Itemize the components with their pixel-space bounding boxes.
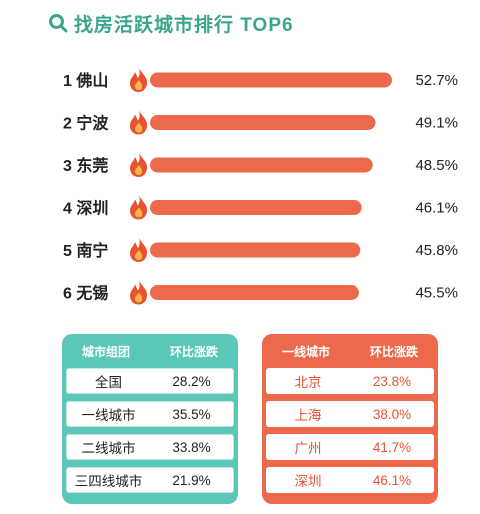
flame-icon	[130, 110, 148, 135]
header-city-group: 城市组团	[81, 344, 130, 359]
flame-icon	[130, 195, 148, 220]
table-cell-city: 一线城市	[81, 408, 136, 423]
table-row: 广州 41.7%	[266, 434, 434, 460]
bar	[150, 242, 361, 258]
bar	[150, 200, 362, 215]
table-row: 一线城市 35.5%	[66, 401, 234, 427]
header-mom-change: 环比涨跌	[369, 344, 418, 359]
city-group-rows: 全国 28.2% 一线城市 35.5% 二线城市 33.8% 三四线城市 21.9%	[62, 368, 238, 493]
rank-label: 5 南宁	[63, 241, 108, 260]
bar	[150, 115, 376, 130]
table-row: 北京 23.8%	[266, 368, 434, 394]
table-cell-change: 33.8%	[172, 439, 211, 455]
data-label: 52.7%	[415, 72, 458, 89]
bar	[150, 285, 359, 300]
table-cell-city: 北京	[294, 375, 322, 390]
table-cell-change: 46.1%	[372, 472, 412, 488]
title-row: 找房活跃城市排行 TOP6	[48, 10, 294, 36]
data-label: 45.8%	[415, 242, 458, 259]
rank-label: 3 东莞	[63, 156, 108, 175]
table-row: 深圳 46.1%	[266, 467, 434, 493]
rank-label: 1 佛山	[63, 71, 108, 90]
tier1-city-panel: 一线城市 环比涨跌 北京 23.8% 上海 38.0% 广州 41.7% 深圳 46.1%	[262, 334, 438, 504]
rank-label: 6 无锡	[63, 284, 108, 303]
search-magnifier-icon	[49, 14, 68, 33]
data-label: 49.1%	[415, 115, 458, 132]
bar	[150, 157, 373, 173]
data-label: 48.5%	[415, 157, 458, 174]
table-row: 三四线城市 21.9%	[66, 467, 234, 493]
flame-icon	[130, 153, 148, 177]
table-cell-city: 全国	[95, 375, 122, 390]
table-cell-change: 21.9%	[172, 472, 211, 488]
table-cell-city: 深圳	[294, 474, 322, 489]
city-group-panel: 城市组团 环比涨跌 全国 28.2% 一线城市 35.5% 二线城市 33.8% 三四线城市…	[62, 334, 238, 504]
header-mom-change: 环比涨跌	[169, 344, 218, 359]
table-cell-city: 广州	[294, 441, 322, 456]
city-group-header: 城市组团 环比涨跌	[62, 334, 238, 368]
table-cell-change: 41.7%	[372, 439, 412, 455]
rank-label: 2 宁波	[63, 114, 109, 133]
page-title: 找房活跃城市排行 TOP6	[74, 14, 294, 36]
table-cell-change: 23.8%	[372, 373, 412, 389]
table-row: 全国 28.2%	[66, 368, 234, 394]
data-label: 45.5%	[415, 285, 458, 302]
rank-bar-chart: 1 佛山 52.7% 2 宁波 49.1% 3 东莞 48.5% 4 深圳 46.1% 5 南宁…	[63, 68, 458, 305]
data-label: 46.1%	[415, 200, 458, 217]
flame-icon	[130, 68, 148, 92]
table-row: 二线城市 33.8%	[66, 434, 234, 460]
bar	[150, 72, 392, 88]
table-cell-change: 35.5%	[172, 406, 211, 422]
table-cell-city: 二线城市	[81, 441, 136, 456]
table-row: 上海 38.0%	[266, 401, 434, 427]
tier1-city-header: 一线城市 环比涨跌	[262, 334, 438, 368]
table-cell-change: 28.2%	[172, 373, 211, 389]
tier1-city-rows: 北京 23.8% 上海 38.0% 广州 41.7% 深圳 46.1%	[262, 368, 438, 493]
table-cell-change: 38.0%	[372, 406, 412, 422]
flame-icon	[130, 238, 148, 262]
table-cell-city: 三四线城市	[74, 474, 143, 489]
flame-icon	[130, 280, 148, 305]
rank-label: 4 深圳	[63, 199, 108, 218]
table-cell-city: 上海	[294, 408, 322, 423]
header-tier1-city: 一线城市	[281, 344, 330, 359]
